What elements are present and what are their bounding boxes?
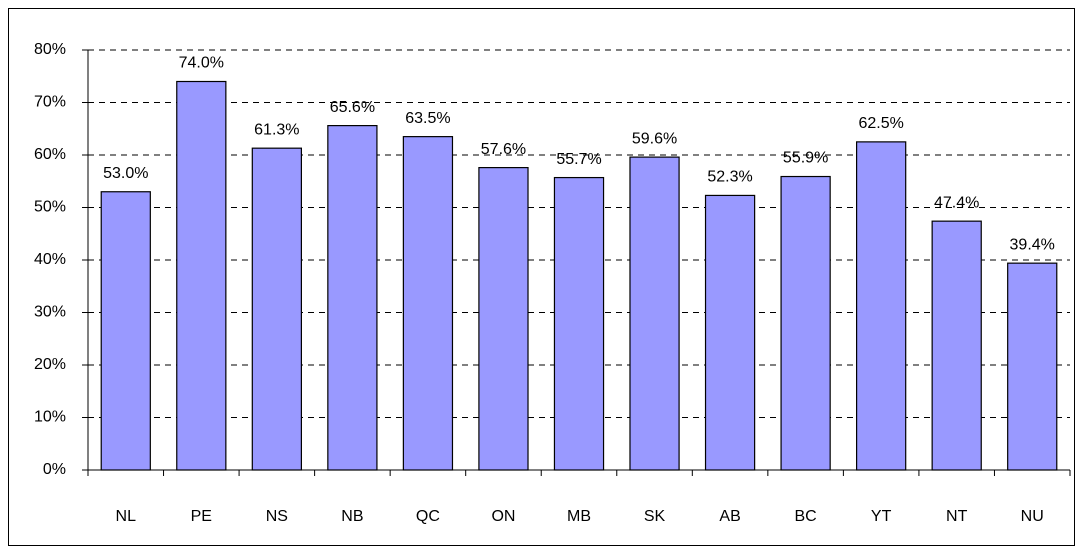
bar: [100, 191, 151, 471]
data-label: 55.7%: [556, 151, 601, 168]
x-tick-label: NT: [946, 508, 968, 525]
chart-border: [8, 8, 1075, 546]
data-label: 62.5%: [858, 115, 903, 132]
y-tick-label: 40%: [34, 251, 66, 268]
data-label: 39.4%: [1010, 236, 1055, 253]
x-tick-label: ON: [491, 508, 515, 525]
x-tick-label: NS: [266, 508, 288, 525]
y-tick-label: 60%: [34, 146, 66, 163]
bar: [402, 136, 454, 471]
y-tick-label: 10%: [34, 409, 66, 426]
data-label: 65.6%: [330, 99, 375, 116]
x-tick-label: QC: [416, 508, 440, 525]
data-label: 53.0%: [103, 165, 148, 182]
data-label: 61.3%: [254, 121, 299, 138]
data-label: 47.4%: [934, 194, 979, 211]
bar: [553, 176, 605, 471]
bar: [251, 147, 302, 471]
x-tick-label: MB: [567, 508, 591, 525]
y-tick-label: 70%: [34, 94, 66, 111]
y-tick-label: 20%: [34, 356, 66, 373]
x-tick-label: PE: [191, 508, 212, 525]
x-tick-label: YT: [871, 508, 892, 525]
y-tick-label: 30%: [34, 304, 66, 321]
x-tick-label: BC: [794, 508, 816, 525]
x-tick-label: SK: [644, 508, 666, 525]
bar: [780, 175, 831, 471]
bar: [629, 156, 680, 471]
bar: [1007, 262, 1058, 471]
bar: [704, 194, 756, 471]
x-tick-label: NU: [1021, 508, 1044, 525]
data-label: 55.9%: [783, 150, 828, 167]
x-tick-label: AB: [719, 508, 740, 525]
y-tick-label: 0%: [43, 461, 66, 478]
x-tick-label: NB: [341, 508, 363, 525]
bar: [327, 124, 378, 471]
data-label: 57.6%: [481, 141, 526, 158]
bar: [176, 80, 227, 471]
data-label: 59.6%: [632, 130, 677, 147]
y-tick-label: 50%: [34, 199, 66, 216]
data-label: 63.5%: [405, 110, 450, 127]
bar: [856, 141, 907, 471]
data-label: 52.3%: [707, 169, 752, 186]
x-tick-label: NL: [116, 508, 137, 525]
bar: [931, 220, 982, 471]
data-label: 74.0%: [179, 55, 224, 72]
y-tick-label: 80%: [34, 41, 66, 58]
bar: [478, 167, 529, 471]
